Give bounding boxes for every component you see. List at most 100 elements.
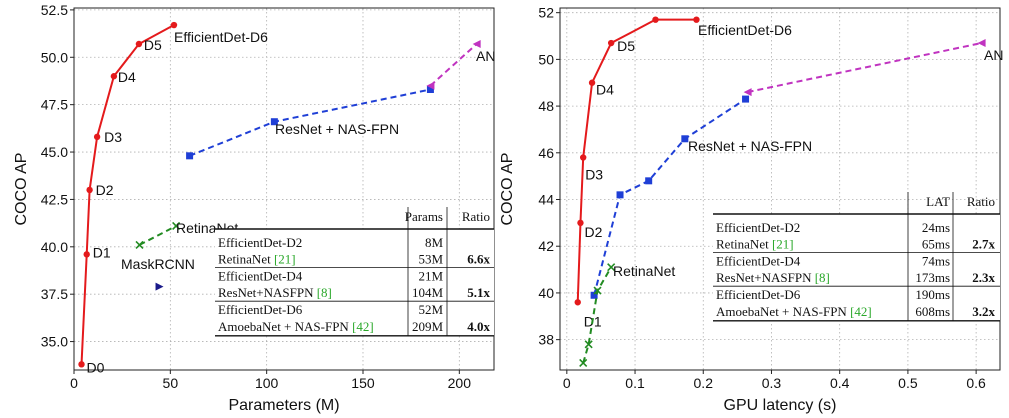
point-label: D2 (96, 182, 114, 198)
x-tick-label: 0.5 (898, 375, 918, 391)
y-tick-label: 50 (538, 51, 554, 67)
x-tick-label: 0.6 (966, 375, 986, 391)
point-label: D4 (596, 82, 614, 98)
comparison-table: Params Ratio EfficientDet-D2 8M RetinaNet [2… (215, 207, 494, 337)
table-cell-model: EfficientDet-D4 (218, 268, 303, 283)
table-cell-model: RetinaNet [21] (716, 237, 794, 252)
point-label: D4 (118, 69, 136, 85)
x-axis-label: Parameters (M) (228, 397, 339, 414)
x-tick-label: 0.3 (762, 375, 782, 391)
data-point (135, 40, 143, 48)
data-point (110, 73, 118, 80)
series-annotation: AN (984, 47, 1003, 63)
table-cell-value: 24ms (922, 220, 950, 235)
series-annotation: EfficientDet-D6 (698, 22, 792, 38)
point-label: D5 (617, 38, 635, 54)
table-cell-model: RetinaNet [21] (218, 252, 296, 267)
table-cell-model: EfficientDet-D2 (218, 235, 302, 250)
series-resnet-nas-fpn (186, 85, 434, 160)
data-point (170, 21, 178, 29)
y-tick-label: 46 (538, 145, 554, 161)
x-axis-label: GPU latency (s) (724, 397, 837, 414)
plot-frame (73, 7, 495, 371)
table-cell-ratio: 2.7x (972, 237, 995, 252)
point-label: D3 (585, 166, 603, 182)
x-tick-label: 0.2 (694, 375, 714, 391)
x-tick-label: 0 (70, 375, 78, 391)
data-point (574, 299, 581, 306)
point-label: D3 (104, 129, 122, 145)
point-label: D0 (87, 359, 105, 375)
chart-panel-1: 0 50 100 150 200 35.0 37.5 40.0 42.5 45.0 47.5 50.0… (13, 2, 495, 414)
table-cell-model: AmoebaNet + NAS-FPN [42] (218, 319, 374, 334)
data-point (472, 40, 481, 49)
table-cell-value: 21M (418, 268, 443, 283)
y-axis-label: COCO AP (499, 153, 516, 226)
data-point (579, 154, 587, 161)
series-annotation: MaskRCNN (121, 256, 195, 272)
table-cell-ratio: 5.1x (467, 285, 490, 300)
data-point (426, 85, 434, 93)
data-point (93, 133, 101, 141)
chart-panel-2: 0 0.1 0.2 0.3 0.4 0.5 0.6 38 40 42 44 46 48 50 52 GPU l… (499, 5, 1003, 414)
data-point (135, 240, 144, 249)
table-header: Ratio (967, 194, 995, 209)
data-point (652, 16, 659, 23)
series-retinanet (579, 263, 616, 368)
data-point (577, 219, 584, 227)
data-point (155, 282, 164, 291)
table-cell-value: 74ms (922, 253, 950, 268)
data-point (681, 135, 689, 143)
table-header: Ratio (462, 209, 490, 224)
data-point (590, 291, 598, 299)
comparison-table: LAT Ratio EfficientDet-D2 24ms RetinaNet [21… (713, 192, 1000, 322)
table-header: LAT (926, 194, 950, 209)
point-label: D2 (584, 224, 602, 240)
y-tick-label: 52.5 (41, 2, 68, 18)
data-point (607, 263, 616, 272)
data-point (588, 79, 596, 86)
data-point (584, 340, 593, 349)
table-cell-value: 52M (418, 302, 443, 317)
grid (560, 8, 1000, 370)
y-tick-label: 47.5 (41, 97, 68, 113)
table-cell-value: 53M (418, 252, 443, 267)
table-cell-value: 104M (412, 285, 444, 300)
series-an (743, 39, 986, 97)
table-cell-ratio: 4.0x (467, 319, 490, 334)
series-annotation: ResNet + NAS-FPN (688, 138, 812, 154)
data-point (86, 186, 93, 194)
table-cell-model: EfficientDet-D2 (716, 220, 800, 235)
data-point (593, 286, 602, 295)
x-tick-label: 150 (351, 375, 375, 391)
y-tick-label: 50.0 (41, 49, 68, 65)
data-point (742, 95, 750, 103)
series-line (576, 18, 697, 303)
data-point (83, 251, 90, 258)
series-maskrcnn (155, 282, 164, 291)
table-cell-value: 608ms (915, 304, 950, 319)
data-point (645, 177, 653, 185)
table-cell-value: 190ms (915, 287, 950, 302)
y-tick-label: 37.5 (41, 286, 68, 302)
table-cell-value: 173ms (915, 270, 950, 285)
data-point (743, 88, 752, 97)
data-point (172, 221, 181, 231)
y-tick-label: 48 (538, 98, 554, 114)
y-axis-label: COCO AP (13, 153, 30, 226)
data-point (607, 39, 615, 47)
x-tick-label: 0.1 (625, 375, 645, 391)
table-background (713, 214, 1000, 321)
data-point (579, 358, 588, 368)
plot-frame (559, 7, 1001, 371)
table-cell-value: 8M (425, 235, 444, 250)
data-point (616, 191, 624, 199)
series-annotation: ResNet + NAS-FPN (275, 121, 399, 137)
series-line (747, 42, 982, 94)
series-line (429, 43, 478, 87)
table-header: Params (405, 209, 443, 224)
data-point (977, 39, 986, 48)
x-tick-label: 50 (163, 375, 179, 391)
table-background (215, 229, 494, 336)
